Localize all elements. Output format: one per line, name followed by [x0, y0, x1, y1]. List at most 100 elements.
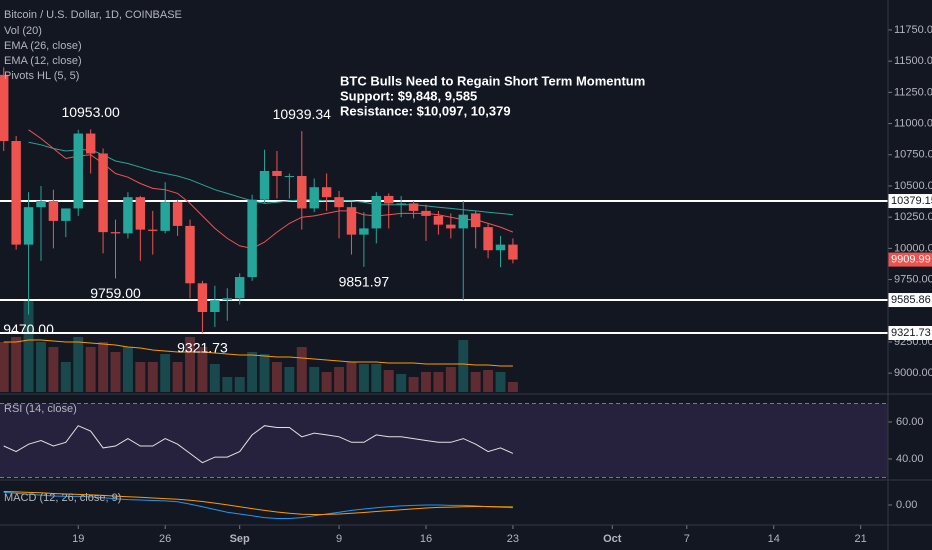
candle-body: [210, 300, 220, 313]
candle-body: [11, 141, 21, 245]
volume-bar: [421, 372, 431, 392]
candle-body: [359, 228, 369, 235]
volume-bar: [247, 352, 258, 392]
volume-bar: [60, 362, 71, 392]
volume-bar: [147, 362, 158, 392]
volume-bar: [358, 364, 369, 392]
level-label: 10379.15: [891, 195, 932, 207]
indicator-label: Pivots HL (5, 5): [4, 70, 79, 82]
volume-bar: [23, 300, 34, 392]
volume-bar: [36, 342, 46, 392]
volume-bar: [0, 342, 9, 392]
candle-body: [123, 197, 133, 234]
macd-tick-label: 0.00: [896, 499, 917, 511]
candle-body: [458, 214, 468, 229]
volume-bar: [222, 377, 233, 392]
volume-ma-line: [3, 339, 513, 367]
y-tick-label: 11250.00: [894, 86, 932, 98]
candle-body: [234, 277, 245, 299]
volume-bar: [309, 367, 320, 392]
candle-body: [247, 199, 257, 278]
y-tick-label: 10750.00: [894, 149, 932, 161]
level-label-bg: [888, 326, 932, 341]
x-tick-label: Oct: [603, 533, 622, 545]
candle-body: [384, 195, 394, 204]
pivot-label: 9321.73: [177, 340, 228, 356]
candle-body: [85, 133, 96, 154]
volume-bar: [445, 367, 456, 392]
volume-bar: [495, 372, 506, 392]
y-tick-label: 9750.00: [894, 273, 932, 285]
y-tick-label: 11500.00: [894, 55, 932, 67]
volume-bar: [122, 347, 133, 392]
candle-body: [61, 208, 71, 221]
pivot-label: 9851.97: [339, 274, 390, 290]
volume-bar: [259, 354, 270, 392]
volume-bar: [458, 340, 469, 392]
volume-bar: [483, 370, 494, 392]
macd-line: [3, 491, 513, 519]
rsi-line: [3, 425, 514, 464]
volume-bar: [334, 367, 345, 392]
x-tick-label: Sep: [230, 533, 250, 545]
y-tick-label: 10500.00: [894, 180, 932, 192]
candle-body: [508, 244, 518, 260]
candle-body: [36, 200, 46, 208]
pivot-label: 10939.34: [273, 106, 332, 122]
candle-body: [371, 195, 382, 229]
level-label: 9585.86: [891, 294, 931, 306]
candle-body: [110, 232, 121, 234]
level-label-bg: [888, 293, 932, 308]
candle-body: [135, 197, 146, 230]
candle-body: [470, 213, 481, 228]
pivot-label: 10953.00: [61, 104, 120, 120]
y-tick-label: 11750.00: [894, 24, 932, 36]
x-tick-label: 16: [420, 533, 432, 545]
volume-bar: [507, 382, 518, 392]
y-tick-label: 10000.00: [894, 242, 932, 254]
volume-bar: [321, 372, 332, 392]
candle-body: [185, 225, 195, 284]
x-tick-label: 14: [768, 533, 780, 545]
volume-bar: [73, 337, 84, 392]
volume-bar: [172, 362, 183, 392]
volume-bar: [284, 367, 295, 392]
rsi-tick-label: 40.00: [896, 453, 924, 465]
level-label: 9321.73: [891, 327, 931, 339]
volume-bar: [396, 374, 407, 392]
volume-bar: [408, 377, 419, 392]
volume-bar: [433, 372, 444, 392]
volume-bar: [98, 342, 109, 392]
annotation: Resistance: $10,097, 10,379: [340, 103, 511, 118]
candle-body: [297, 175, 307, 209]
annotation: Support: $9,848, 9,585: [340, 88, 477, 103]
candle-body: [309, 187, 319, 209]
candle-body: [321, 187, 332, 198]
candle-body: [433, 215, 444, 225]
candle-body: [222, 298, 232, 301]
candle-body: [483, 227, 493, 251]
volume-bar: [346, 362, 357, 392]
candle-body: [495, 244, 506, 251]
candle-body: [48, 200, 59, 221]
pivot-label: 9759.00: [90, 285, 141, 301]
x-tick-label: 21: [855, 533, 867, 545]
indicator-label: Vol (20): [4, 25, 42, 37]
volume-bar: [185, 337, 195, 392]
candle-body: [396, 203, 406, 205]
candle-body: [421, 210, 431, 216]
ema12-line: [28, 129, 514, 249]
volume-bar: [234, 377, 245, 392]
y-tick-label: 11000.00: [894, 117, 932, 129]
x-tick-label: 23: [507, 533, 519, 545]
candle-body: [346, 207, 357, 235]
rsi-tick-label: 60.00: [896, 416, 924, 428]
y-tick-label: 9000.00: [894, 367, 932, 379]
rsi-band: [0, 403, 888, 478]
candle-body: [73, 133, 83, 209]
candle-body: [272, 170, 282, 176]
last-price-label: 9909.99: [891, 253, 931, 265]
signal-line: [3, 491, 513, 516]
candle-body: [259, 170, 270, 200]
